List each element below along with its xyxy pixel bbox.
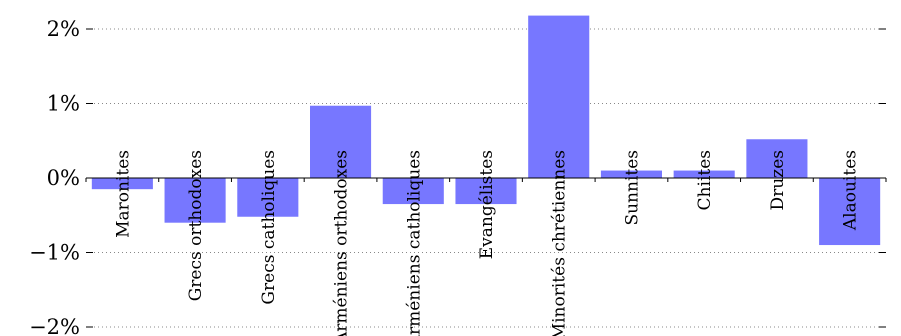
category-label: Chiites — [695, 150, 715, 210]
axes — [85, 177, 887, 182]
bar — [455, 178, 517, 205]
bar — [237, 178, 299, 217]
category-label: Grecs orthodoxes — [186, 150, 206, 301]
bar — [382, 178, 444, 205]
bar — [600, 170, 662, 178]
category-label: Alaouites — [841, 150, 861, 231]
category-label: Druzes — [768, 150, 788, 210]
category-labels: Maronites Grecs orthodoxes Grecs catholiqu… — [113, 150, 860, 336]
y-tick-label: 0% — [47, 166, 80, 190]
category-label: Sunnites — [622, 150, 642, 226]
y-tick-label: −1% — [29, 241, 80, 265]
category-label: Grecs catholiques — [259, 150, 279, 305]
y-tick-label: 1% — [47, 92, 80, 116]
bar — [310, 105, 372, 178]
y-tick-label: −2% — [29, 315, 80, 336]
bar — [673, 170, 735, 178]
category-label: Arméniens catholiques — [404, 150, 424, 336]
bars — [91, 15, 881, 246]
category-label: Arméniens orthodoxes — [332, 150, 352, 336]
category-label: Maronites — [113, 150, 133, 238]
y-tick-label: 2% — [47, 17, 80, 41]
bar — [164, 178, 226, 223]
grid-lines — [86, 28, 886, 328]
category-label: Evangélistes — [477, 150, 497, 259]
bar — [91, 178, 153, 190]
bar — [528, 15, 590, 179]
y-ticks: −2% −1% 0% 1% 2% — [29, 17, 886, 336]
bar — [819, 178, 881, 246]
bar — [746, 139, 808, 178]
category-label: Minorités chrétiennes — [550, 150, 570, 336]
